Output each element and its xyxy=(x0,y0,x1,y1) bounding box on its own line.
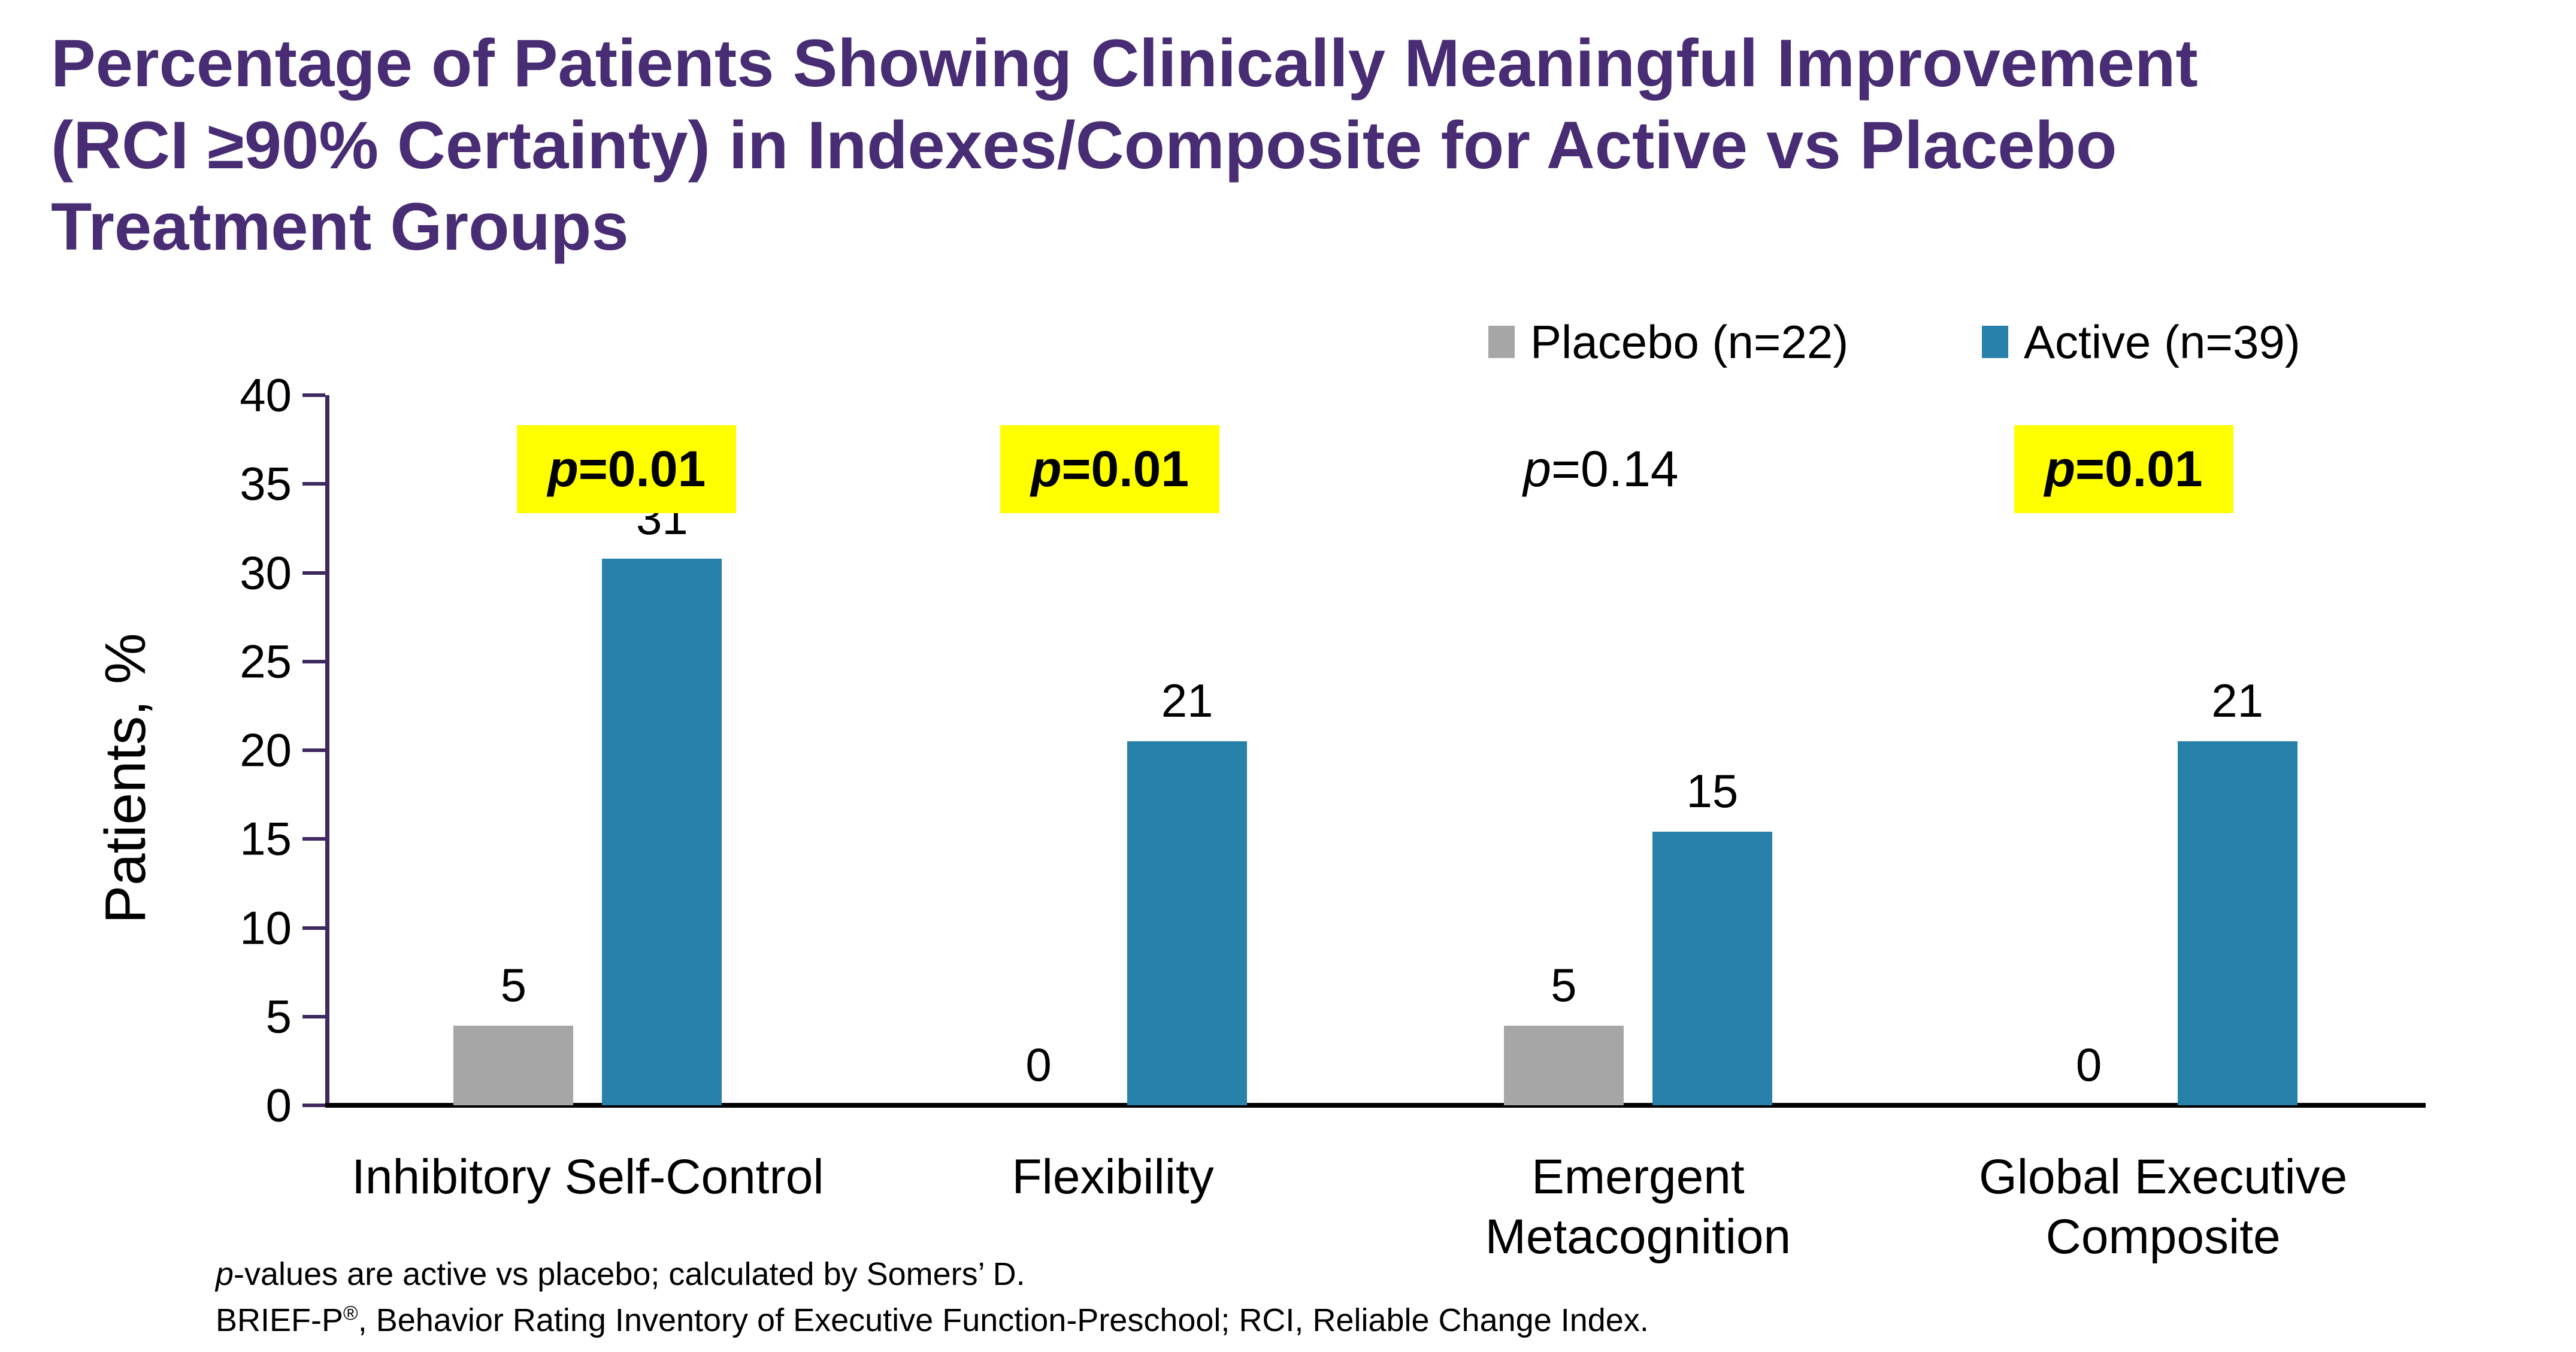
p-value-label: p =0.01 xyxy=(2014,425,2233,513)
footnotes: p-values are active vs placebo; calculat… xyxy=(216,1251,1649,1343)
p-italic: p xyxy=(547,441,579,497)
footnote-1: p-values are active vs placebo; calculat… xyxy=(216,1251,1649,1298)
y-tick-label: 5 xyxy=(265,990,292,1043)
y-tick-label: 0 xyxy=(265,1078,292,1132)
p-italic: p xyxy=(1031,441,1062,497)
y-tick-label: 15 xyxy=(240,812,292,865)
footnote-1-p: p xyxy=(216,1256,234,1292)
p-value-label: p =0.01 xyxy=(1000,425,1220,513)
y-tick-label: 35 xyxy=(240,457,292,510)
footnote-2-pre: BRIEF-P xyxy=(216,1302,344,1338)
p-value-label: p =0.14 xyxy=(1523,441,1679,497)
legend-label-active: Active (n=39) xyxy=(2024,315,2300,368)
y-tick-label: 40 xyxy=(240,368,292,422)
bar-value-label: 5 xyxy=(1551,959,1577,1011)
footnote-2: BRIEF-P®, Behavior Rating Inventory of E… xyxy=(216,1298,1649,1344)
category-label: Inhibitory Self-Control xyxy=(352,1150,824,1204)
category-label: Global Executive Composite xyxy=(1978,1150,2348,1265)
y-axis-title: Patients, % xyxy=(93,633,158,924)
y-axis-tick xyxy=(302,1014,325,1018)
legend-item-placebo: Placebo (n=22) xyxy=(1488,315,1848,369)
bar-value-label: 0 xyxy=(1025,1038,1052,1091)
bar-value-label: 21 xyxy=(1161,674,1213,727)
placebo-swatch-icon xyxy=(1488,326,1515,358)
y-axis-tick xyxy=(302,748,325,752)
y-axis-tick xyxy=(302,837,325,841)
y-axis-line xyxy=(325,395,329,1105)
placebo-bar xyxy=(453,1026,574,1105)
page-title-line-2: (RCI ≥90% Certainty) in Indexes/Composit… xyxy=(51,107,2117,183)
active-bar xyxy=(1127,741,1248,1105)
placebo-bar xyxy=(1503,1026,1624,1105)
footnote-1-text: -values are active vs placebo; calculate… xyxy=(234,1256,1025,1292)
y-tick-label: 10 xyxy=(240,901,292,954)
footnote-2-text: , Behavior Rating Inventory of Executive… xyxy=(358,1302,1649,1338)
active-bar xyxy=(602,559,722,1105)
y-tick-label: 20 xyxy=(240,723,292,777)
active-bar xyxy=(1652,832,1772,1105)
page-title-line-3: Treatment Groups xyxy=(51,189,629,265)
page-title: Percentage of Patients Showing Clinicall… xyxy=(51,23,2554,268)
bar-value-label: 15 xyxy=(1686,765,1739,817)
category-label: Emergent Metacognition xyxy=(1485,1150,1791,1265)
y-axis-tick xyxy=(302,393,325,397)
active-bar xyxy=(2177,741,2297,1105)
y-axis-tick xyxy=(302,926,325,930)
y-axis-tick xyxy=(302,1104,325,1107)
y-axis-tick xyxy=(302,571,325,575)
x-axis-line xyxy=(325,1103,2426,1108)
p-value-label: p =0.01 xyxy=(517,425,737,513)
page-title-line-1: Percentage of Patients Showing Clinicall… xyxy=(51,26,2198,101)
footnote-2-registered-icon: ® xyxy=(343,1302,358,1324)
p-italic: p xyxy=(2044,441,2075,497)
legend-label-placebo: Placebo (n=22) xyxy=(1530,315,1849,368)
bar-value-label: 21 xyxy=(2211,674,2264,727)
category-label: Flexibility xyxy=(1012,1150,1214,1204)
bar-value-label: 5 xyxy=(500,959,527,1011)
p-italic: p xyxy=(1523,441,1551,497)
legend-item-active: Active (n=39) xyxy=(1982,315,2300,369)
y-tick-label: 25 xyxy=(240,635,292,688)
chart-legend: Placebo (n=22) Active (n=39) xyxy=(0,315,2576,369)
bar-value-label: 0 xyxy=(2075,1038,2102,1091)
y-tick-label: 30 xyxy=(240,546,292,599)
y-axis-tick xyxy=(302,659,325,663)
y-axis-tick xyxy=(302,482,325,486)
active-swatch-icon xyxy=(1982,326,2008,358)
